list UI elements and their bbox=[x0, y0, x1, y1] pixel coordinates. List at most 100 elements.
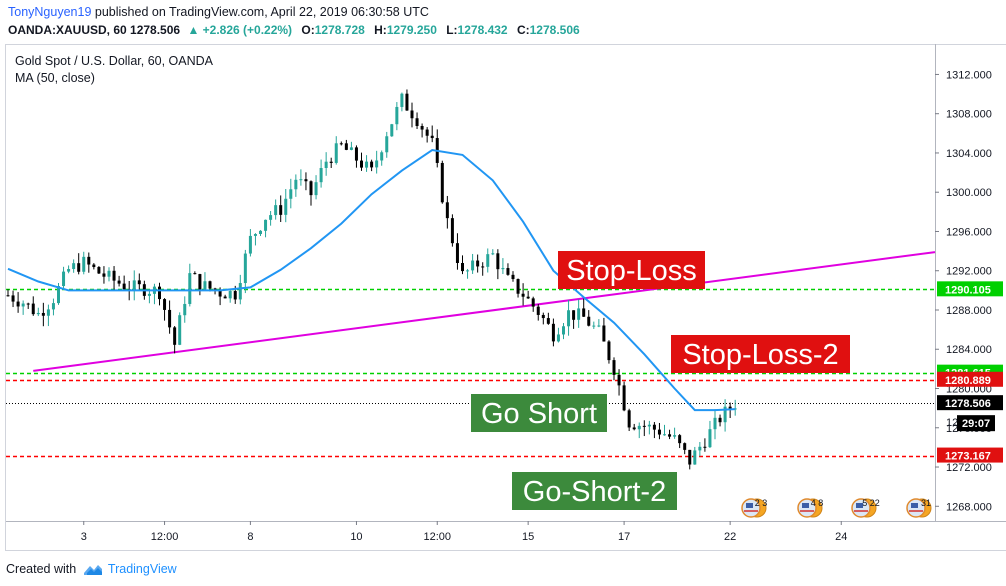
tradingview-brand[interactable]: TradingView bbox=[107, 562, 177, 576]
chart-title: Gold Spot / U.S. Dollar, 60, OANDA bbox=[15, 54, 214, 68]
candle-body bbox=[627, 410, 631, 428]
price-tick-label: 1284.000 bbox=[946, 344, 992, 356]
candle-body bbox=[607, 341, 611, 361]
candle-body bbox=[466, 270, 470, 272]
candle-body bbox=[582, 308, 586, 317]
snapshot-footer: Created with TradingView bbox=[6, 562, 177, 576]
candle-body bbox=[117, 280, 121, 284]
candle-body bbox=[668, 434, 672, 437]
go-short-2-label: Go-Short-2 bbox=[512, 472, 677, 510]
candle-body bbox=[102, 273, 106, 277]
candle-body bbox=[622, 385, 626, 411]
candle-body bbox=[67, 269, 71, 272]
author-link[interactable]: TonyNguyen19 bbox=[8, 5, 92, 19]
low-label: L: bbox=[446, 23, 458, 37]
candle-body bbox=[238, 283, 242, 300]
event-flag-label: 31 bbox=[921, 498, 931, 508]
stop-loss-label-text: Stop-Loss bbox=[566, 255, 697, 287]
candle-body bbox=[178, 315, 182, 345]
candle-body bbox=[567, 310, 571, 327]
price-label-bg bbox=[937, 395, 1003, 411]
go-short-2-label-text: Go-Short-2 bbox=[523, 476, 666, 508]
candle-body bbox=[87, 256, 91, 265]
high-value: 1279.250 bbox=[386, 23, 437, 37]
candle-body bbox=[264, 219, 268, 231]
candle-body bbox=[284, 198, 288, 215]
candle-body bbox=[713, 417, 717, 430]
flag-canton bbox=[856, 503, 863, 508]
publish-line: TonyNguyen19 published on TradingView.co… bbox=[8, 5, 429, 19]
candle-body bbox=[673, 435, 677, 437]
time-axis: 3 12:00 8 10 12:00 15 17 22 24 bbox=[81, 521, 847, 543]
created-with-text: Created with bbox=[6, 562, 77, 576]
candle-body bbox=[370, 161, 374, 168]
candles bbox=[6, 89, 737, 470]
candle-body bbox=[587, 316, 591, 326]
stop-loss-label-bg bbox=[558, 251, 705, 289]
candle-body bbox=[274, 205, 278, 216]
candle-body bbox=[137, 280, 141, 285]
candle-body bbox=[693, 450, 697, 465]
candle-body bbox=[193, 273, 197, 275]
low-value: 1278.432 bbox=[457, 23, 508, 37]
price-tick-label: 1268.000 bbox=[946, 501, 992, 513]
candle-body bbox=[450, 218, 454, 244]
candle-body bbox=[536, 306, 540, 315]
candle-body bbox=[279, 205, 283, 215]
candle-body bbox=[491, 253, 495, 255]
candle-body bbox=[380, 152, 384, 161]
candle-body bbox=[243, 253, 247, 284]
candle-body bbox=[612, 360, 616, 375]
candle-body bbox=[496, 253, 500, 270]
event-flag-label: 5 22 bbox=[862, 498, 880, 508]
candle-body bbox=[183, 303, 187, 316]
candle-body bbox=[521, 293, 525, 297]
go-short-label-text: Go Short bbox=[481, 398, 597, 430]
candle-body bbox=[637, 425, 641, 430]
candle-body bbox=[577, 308, 581, 320]
event-flags: 2 3 4 8 5 22 31 bbox=[741, 498, 932, 518]
candle-body bbox=[294, 179, 298, 190]
open-value: 1278.728 bbox=[314, 23, 365, 37]
candle-body bbox=[112, 270, 116, 281]
time-tick-label: 17 bbox=[618, 531, 630, 543]
time-tick-label: 12:00 bbox=[423, 531, 451, 543]
price-tick-label: 1272.000 bbox=[946, 462, 992, 474]
price-change: ▲ +2.826 (+0.22%) bbox=[187, 23, 293, 37]
price-label-bg bbox=[937, 447, 1003, 463]
ma-line bbox=[7, 148, 736, 412]
candle-body bbox=[299, 179, 303, 181]
candle-body bbox=[82, 256, 86, 272]
candle-body bbox=[572, 310, 576, 320]
candle-body bbox=[688, 449, 692, 465]
candle-body bbox=[546, 318, 550, 324]
flag-canton bbox=[911, 503, 918, 508]
candle-body bbox=[198, 274, 202, 290]
candle-body bbox=[728, 406, 732, 410]
go-short-2-label-bg bbox=[512, 472, 677, 510]
candle-body bbox=[163, 299, 167, 310]
candle-body bbox=[354, 147, 358, 161]
candle-body bbox=[375, 160, 379, 168]
go-short-label-bg bbox=[471, 394, 607, 432]
candle-body bbox=[516, 279, 520, 294]
candle-body bbox=[314, 182, 318, 196]
candle-body bbox=[365, 161, 369, 168]
candle-body bbox=[531, 298, 535, 307]
candle-body bbox=[107, 270, 111, 277]
candle-body bbox=[36, 312, 40, 315]
tradingview-logo-icon bbox=[83, 565, 102, 575]
candle-body bbox=[6, 295, 10, 297]
trendline-1 bbox=[33, 251, 936, 372]
candle-body bbox=[41, 312, 45, 316]
candle-body bbox=[329, 161, 333, 163]
candle-body bbox=[400, 93, 404, 107]
candle-body bbox=[360, 160, 363, 168]
candle-body bbox=[602, 325, 606, 342]
candle-body bbox=[203, 281, 207, 290]
time-tick-label: 3 bbox=[81, 531, 87, 543]
candle-body bbox=[657, 429, 661, 435]
candle-body bbox=[21, 303, 25, 307]
